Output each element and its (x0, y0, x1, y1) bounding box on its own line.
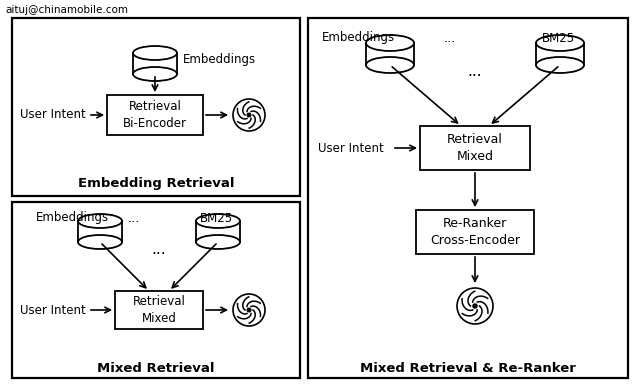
Text: Mixed Retrieval: Mixed Retrieval (97, 362, 215, 374)
Text: Retrieval
Bi-Encoder: Retrieval Bi-Encoder (123, 100, 187, 130)
Bar (420, 126, 530, 170)
Bar (115, 291, 203, 329)
Text: ...: ... (468, 64, 483, 80)
Ellipse shape (133, 67, 177, 81)
Bar (536, 43, 584, 65)
Ellipse shape (78, 235, 122, 249)
Text: User Intent: User Intent (20, 303, 86, 317)
Text: User Intent: User Intent (20, 109, 86, 121)
Ellipse shape (536, 35, 584, 51)
Ellipse shape (196, 214, 240, 228)
Text: BM25: BM25 (542, 31, 575, 45)
Bar (12, 18, 300, 196)
Bar (308, 18, 628, 378)
Text: BM25: BM25 (200, 211, 233, 225)
Text: Retrieval
Mixed: Retrieval Mixed (132, 295, 186, 325)
Text: Re-Ranker
Cross-Encoder: Re-Ranker Cross-Encoder (430, 217, 520, 247)
Text: Embeddings: Embeddings (36, 211, 109, 225)
Ellipse shape (133, 46, 177, 60)
Bar (416, 210, 534, 254)
Bar (12, 202, 300, 378)
Text: Embeddings: Embeddings (183, 54, 256, 66)
Text: Mixed Retrieval & Re-Ranker: Mixed Retrieval & Re-Ranker (360, 362, 576, 374)
Bar (107, 95, 203, 135)
Ellipse shape (196, 235, 240, 249)
Text: ...: ... (444, 31, 456, 45)
Bar (196, 221, 240, 242)
Circle shape (473, 304, 477, 308)
Text: aituj@chinamobile.com: aituj@chinamobile.com (5, 5, 128, 15)
Text: User Intent: User Intent (318, 142, 384, 154)
Bar (133, 53, 177, 74)
Text: Embeddings: Embeddings (322, 31, 395, 45)
Ellipse shape (366, 35, 414, 51)
Ellipse shape (78, 214, 122, 228)
Text: Retrieval
Mixed: Retrieval Mixed (447, 133, 503, 163)
Bar (366, 43, 414, 65)
Circle shape (247, 308, 251, 312)
Bar (78, 221, 122, 242)
Ellipse shape (536, 57, 584, 73)
Circle shape (247, 113, 251, 117)
Text: Embedding Retrieval: Embedding Retrieval (77, 177, 234, 191)
Text: ...: ... (128, 211, 140, 225)
Text: ...: ... (152, 242, 166, 258)
Ellipse shape (366, 57, 414, 73)
